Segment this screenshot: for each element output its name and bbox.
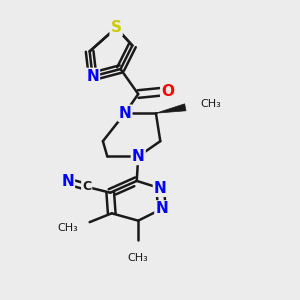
- Text: N: N: [118, 106, 131, 121]
- Text: N: N: [61, 174, 74, 189]
- Text: N: N: [86, 69, 99, 84]
- Text: CH₃: CH₃: [200, 99, 221, 110]
- Text: CH₃: CH₃: [57, 223, 78, 233]
- Text: CH₃: CH₃: [128, 253, 148, 263]
- Text: O: O: [161, 84, 174, 99]
- Text: S: S: [111, 20, 122, 35]
- Polygon shape: [156, 104, 186, 113]
- Text: N: N: [132, 149, 145, 164]
- Text: C: C: [82, 180, 91, 193]
- Text: N: N: [154, 181, 167, 196]
- Text: N: N: [155, 201, 168, 216]
